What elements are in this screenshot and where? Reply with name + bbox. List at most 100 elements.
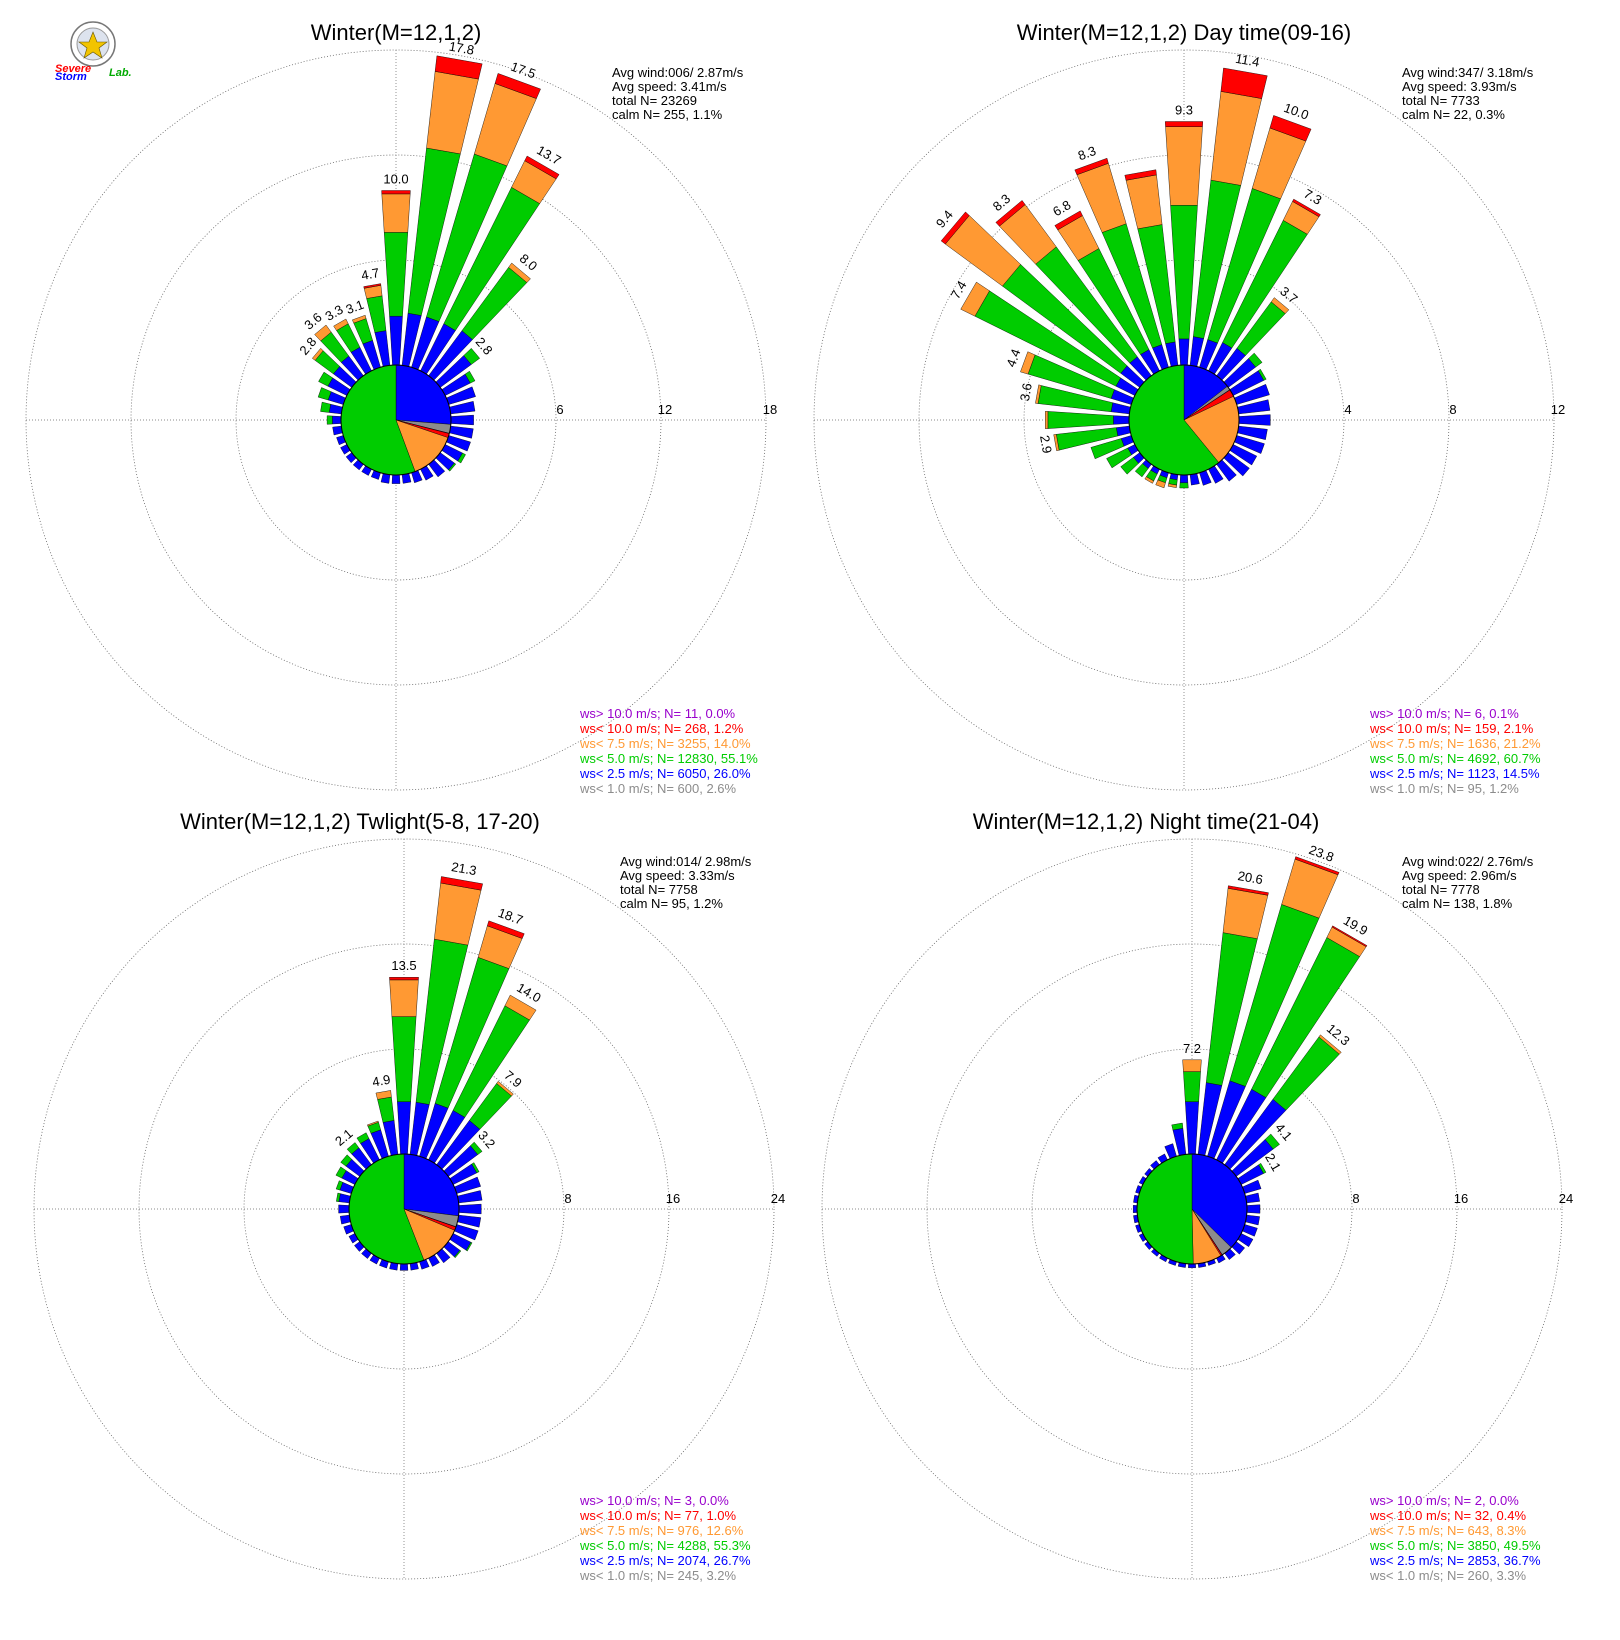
bar-segment-orange — [352, 314, 367, 324]
direction-bars: 13.521.318.714.07.93.22.14.9 — [332, 859, 544, 1271]
direction-bar-90 — [450, 414, 474, 426]
bar-segment-red — [1227, 885, 1269, 896]
direction-bar-30: 19.9 — [1216, 913, 1370, 1164]
bar-segment-green — [340, 1154, 353, 1167]
bar-segment-green — [1264, 1133, 1280, 1150]
direction-bar-270 — [338, 1204, 350, 1214]
direction-bar-0: 9.3 — [1164, 102, 1204, 366]
bar-segment-green — [317, 387, 332, 401]
direction-bars: 9.311.410.07.33.72.93.64.47.49.48.3 6.88.… — [933, 51, 1324, 489]
bar-segment-green — [454, 1249, 462, 1259]
bar-segment-red — [381, 190, 411, 195]
speed-legend: ws> 10.0 m/s; N= 6, 0.1%ws< 10.0 m/s; N=… — [1369, 706, 1541, 796]
bar-segment-red — [1292, 198, 1321, 218]
speed-distribution-pie — [340, 364, 452, 476]
bar-segment-green — [1248, 352, 1263, 368]
bar-segment-blue — [1179, 474, 1189, 483]
bar-segment-green — [1120, 457, 1139, 475]
stats-line: calm N= 22, 0.3% — [1402, 107, 1505, 122]
wind-rose-panel-4: 8 16 247.220.623.819.912.34.12.1Winter(M=1… — [821, 809, 1573, 1583]
bar-segment-green — [336, 1192, 341, 1202]
bar-segment-orange — [508, 262, 531, 283]
direction-bar-130 — [435, 452, 457, 472]
legend-entry-purple: ws> 10.0 m/s; N= 3, 0.0% — [579, 1493, 729, 1508]
bar-segment-green — [1257, 368, 1267, 381]
wind-rose-panels: 6 12 1810.017.817.513.78.02.82.83.63.33.14… — [25, 20, 1573, 1583]
bar-segment-orange — [375, 1090, 392, 1100]
bar-segment-blue — [391, 474, 401, 484]
bar-segment-red — [995, 200, 1026, 227]
ring-label: 8 — [1449, 402, 1456, 417]
ring-label: 18 — [763, 402, 777, 417]
bar-segment-green — [335, 1166, 347, 1179]
direction-bar-340: 8.3 — [1074, 143, 1169, 370]
bar-segment-red — [940, 211, 970, 245]
direction-bar-270 — [1045, 411, 1130, 429]
bar-value-label: 11.4 — [1234, 51, 1261, 70]
direction-bar-340: 3.1 — [344, 297, 381, 370]
ring-label: 24 — [1559, 1191, 1573, 1206]
bar-segment-green — [1179, 482, 1189, 489]
legend-entry-gray: ws< 1.0 m/s; N= 245, 3.2% — [579, 1568, 737, 1583]
stats-line: Avg wind:014/ 2.98m/s — [620, 854, 752, 869]
legend-entry-orange: ws< 7.5 m/s; N= 643, 8.3% — [1369, 1523, 1527, 1538]
speed-legend: ws> 10.0 m/s; N= 2, 0.0%ws< 10.0 m/s; N=… — [1369, 1493, 1541, 1583]
stats-line: Avg speed: 3.41m/s — [612, 79, 727, 94]
logo-text-severe: Severe — [55, 63, 91, 75]
direction-bar-260: 2.9 — [1037, 425, 1131, 455]
bar-segment-red — [1164, 121, 1204, 127]
direction-bar-20: 18.7 — [419, 905, 525, 1159]
panel-title: Winter(M=12,1,2) Twlight(5-8, 17-20) — [180, 809, 540, 834]
ring-label: 4 — [1344, 402, 1351, 417]
stats-line: Avg wind:006/ 2.87m/s — [612, 65, 744, 80]
direction-bar-10: 17.8 — [401, 39, 483, 367]
direction-bar-310: 2.8 — [296, 334, 357, 388]
direction-bar-90 — [1238, 414, 1271, 426]
bar-segment-orange — [367, 1120, 379, 1127]
wind-rose-panel-2: 4 8 129.311.410.07.33.72.93.64.47.49.48.3 6… — [813, 20, 1565, 796]
bar-segment-green — [335, 1180, 344, 1191]
bar-segment-blue — [399, 1263, 409, 1271]
bar-value-label: 20.6 — [1237, 868, 1265, 887]
direction-bar-60 — [449, 1162, 480, 1185]
direction-bar-90 — [1246, 1204, 1261, 1214]
panel-title: Winter(M=12,1,2) Day time(09-16) — [1017, 20, 1351, 45]
legend-entry-green: ws< 5.0 m/s; N= 4692, 60.7% — [1369, 751, 1541, 766]
bar-segment-orange — [960, 281, 990, 317]
legend-entry-gray: ws< 1.0 m/s; N= 600, 2.6% — [579, 781, 737, 796]
bar-segment-orange — [389, 979, 419, 1017]
pie-outline — [340, 364, 452, 476]
direction-bar-340 — [367, 1120, 389, 1159]
direction-bar-90 — [458, 1203, 482, 1215]
legend-entry-purple: ws> 10.0 m/s; N= 11, 0.0% — [579, 706, 736, 721]
direction-bar-310: 9.4 — [933, 207, 1145, 388]
legend-entry-red: ws< 10.0 m/s; N= 268, 1.2% — [579, 721, 744, 736]
bar-segment-red — [1074, 157, 1109, 176]
stats-line: total N= 7758 — [620, 882, 698, 897]
legend-entry-purple: ws> 10.0 m/s; N= 6, 0.1% — [1369, 706, 1519, 721]
bar-segment-green — [457, 452, 466, 464]
bar-segment-orange — [333, 318, 349, 331]
bar-segment-green — [1171, 1122, 1184, 1131]
stats-line: total N= 23269 — [612, 93, 697, 108]
bar-segment-green — [326, 415, 333, 425]
speed-distribution-pie — [1136, 1153, 1248, 1265]
bar-segment-orange — [381, 193, 411, 233]
bar-segment-orange — [504, 994, 537, 1021]
bar-segment-green — [318, 371, 333, 387]
direction-bar-0: 10.0 — [381, 171, 411, 366]
panel-title: Winter(M=12,1,2) — [311, 20, 482, 45]
stats-line: calm N= 255, 1.1% — [612, 107, 723, 122]
direction-bar-30: 13.7 — [420, 142, 564, 375]
legend-entry-red: ws< 10.0 m/s; N= 32, 0.4% — [1369, 1508, 1527, 1523]
ring-label: 12 — [1551, 402, 1565, 417]
stats-line: Avg speed: 2.96m/s — [1402, 868, 1517, 883]
bar-segment-orange — [496, 1081, 514, 1097]
direction-bar-20: 23.8 — [1207, 842, 1340, 1159]
direction-bar-20: 10.0 — [1199, 100, 1312, 370]
direction-bar-180 — [399, 1263, 409, 1271]
bar-segment-red — [487, 920, 525, 939]
